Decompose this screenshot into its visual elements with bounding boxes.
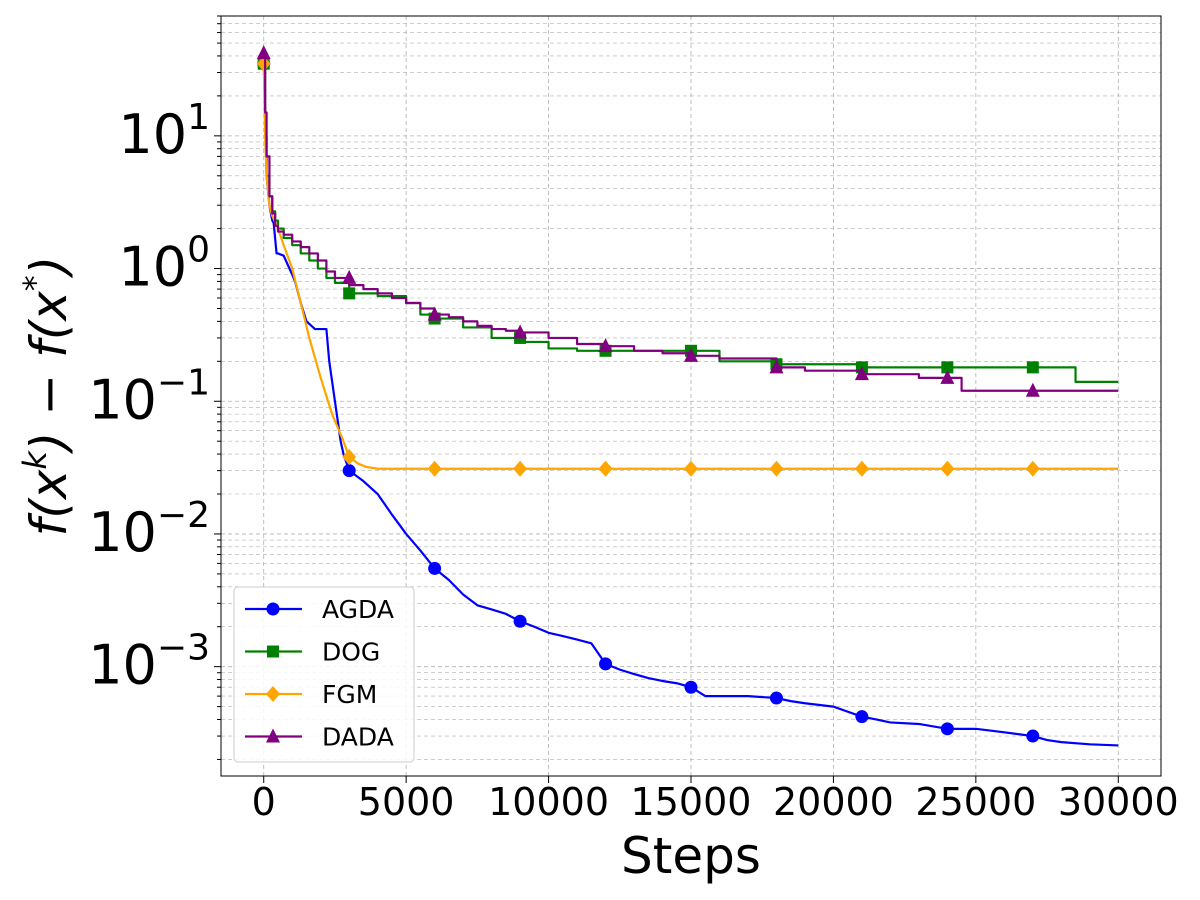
data-point bbox=[684, 347, 698, 362]
y-axis-title: f(xk) − f(x*) bbox=[16, 256, 78, 537]
data-point bbox=[1025, 460, 1040, 477]
y-tick-label: 10−1 bbox=[88, 362, 210, 431]
y-tick-label: 101 bbox=[118, 97, 210, 166]
data-point bbox=[513, 324, 528, 339]
data-point bbox=[342, 449, 357, 466]
legend-item: DADA bbox=[245, 723, 394, 752]
data-point bbox=[427, 306, 442, 321]
legend-item: FGM bbox=[245, 680, 377, 709]
data-point bbox=[684, 680, 698, 694]
data-point bbox=[342, 464, 356, 478]
data-point bbox=[343, 287, 356, 300]
data-point bbox=[941, 361, 954, 374]
data-point bbox=[684, 460, 698, 477]
data-point bbox=[513, 460, 528, 477]
data-point bbox=[256, 55, 271, 72]
series-layer bbox=[256, 45, 1119, 747]
data-point bbox=[427, 460, 442, 477]
legend-marker bbox=[267, 645, 279, 658]
legend-marker bbox=[266, 728, 280, 743]
data-point bbox=[940, 369, 955, 384]
legend-label: FGM bbox=[322, 680, 377, 709]
data-point bbox=[940, 460, 955, 477]
data-point bbox=[769, 460, 784, 477]
x-tick-label: 10000 bbox=[488, 780, 609, 824]
legend: AGDA DOG FGM DADA bbox=[233, 586, 415, 763]
series-dada bbox=[256, 45, 1119, 397]
legend-label: AGDA bbox=[322, 595, 394, 624]
data-point bbox=[1026, 729, 1040, 743]
series-line bbox=[263, 62, 1119, 383]
legend-item: AGDA bbox=[245, 595, 394, 624]
legend-box bbox=[233, 586, 415, 763]
data-point bbox=[855, 710, 869, 724]
legend-marker bbox=[266, 686, 280, 702]
data-point bbox=[256, 45, 271, 60]
data-point bbox=[598, 460, 613, 477]
data-point bbox=[599, 657, 613, 671]
series-line bbox=[263, 52, 1119, 392]
y-tick-label: 10−3 bbox=[88, 628, 210, 697]
data-point bbox=[854, 460, 869, 477]
x-tick-label: 20000 bbox=[773, 780, 894, 824]
x-tick-label: 5000 bbox=[358, 780, 455, 824]
data-point bbox=[1026, 361, 1039, 374]
x-tick-label: 15000 bbox=[631, 780, 752, 824]
data-point bbox=[342, 269, 357, 284]
data-point bbox=[769, 691, 783, 705]
data-point bbox=[598, 338, 613, 353]
data-point bbox=[940, 722, 954, 736]
data-point bbox=[769, 359, 784, 374]
x-tick-label: 25000 bbox=[915, 780, 1036, 824]
x-axis-title: Steps bbox=[621, 827, 761, 885]
legend-marker bbox=[266, 602, 280, 616]
y-tick-label: 100 bbox=[118, 230, 210, 299]
legend-label: DOG bbox=[322, 638, 380, 667]
axes: 0 5000 10000 15000 20000 25000 30000 101 100 10−1… bbox=[88, 15, 1179, 824]
y-tick-label: 10−2 bbox=[88, 495, 210, 564]
data-point bbox=[1025, 382, 1040, 397]
x-tick-label: 30000 bbox=[1058, 780, 1179, 824]
data-point bbox=[428, 561, 442, 575]
x-tick-label: 0 bbox=[252, 780, 276, 824]
legend-item: DOG bbox=[245, 638, 380, 667]
data-point bbox=[513, 614, 527, 628]
legend-label: DADA bbox=[322, 723, 394, 752]
data-point bbox=[854, 366, 869, 381]
